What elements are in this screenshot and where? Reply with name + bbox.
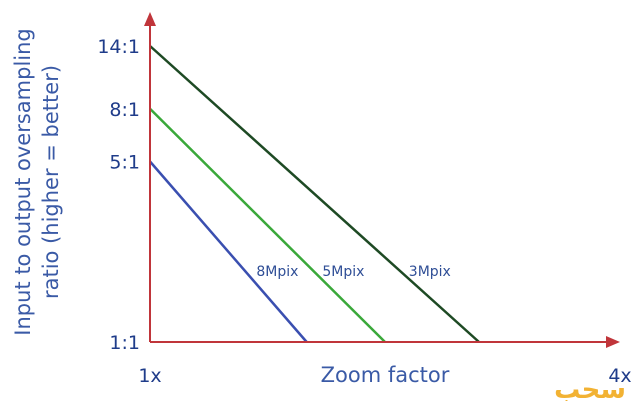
y-tick-label: 8:1 bbox=[109, 99, 140, 121]
x-tick-label: 4x bbox=[608, 365, 631, 387]
series-label-3mpix: 3Mpix bbox=[409, 264, 451, 280]
y-tick-label: 1:1 bbox=[109, 332, 140, 354]
series-line-8mpix bbox=[149, 160, 308, 343]
series-line-5mpix bbox=[149, 107, 386, 343]
y-tick-labels: 14:1 8:1 5:1 1:1 bbox=[97, 36, 140, 354]
series-line-3mpix bbox=[149, 45, 480, 343]
x-tick-labels: 1x 4x bbox=[138, 365, 631, 387]
y-axis-title-line2: ratio (higher = better) bbox=[39, 65, 63, 299]
series-layer bbox=[149, 45, 480, 343]
y-axis-title: Input to output oversampling ratio (high… bbox=[11, 28, 63, 335]
y-axis-arrowhead bbox=[144, 12, 156, 26]
y-tick-label: 14:1 bbox=[97, 36, 140, 58]
axes bbox=[144, 12, 620, 348]
watermark-logo: سحب bbox=[554, 375, 626, 401]
watermark-text: سحب bbox=[554, 375, 626, 401]
y-axis-title-line1: Input to output oversampling bbox=[11, 28, 35, 335]
x-tick-label: 1x bbox=[138, 365, 161, 387]
series-label-8mpix: 8Mpix bbox=[256, 264, 298, 280]
series-labels: 8Mpix 5Mpix 3Mpix bbox=[256, 264, 450, 280]
y-tick-label: 5:1 bbox=[109, 151, 140, 173]
x-axis-title: Zoom factor bbox=[321, 363, 450, 387]
series-label-5mpix: 5Mpix bbox=[322, 264, 364, 280]
x-axis-arrowhead bbox=[606, 336, 620, 348]
